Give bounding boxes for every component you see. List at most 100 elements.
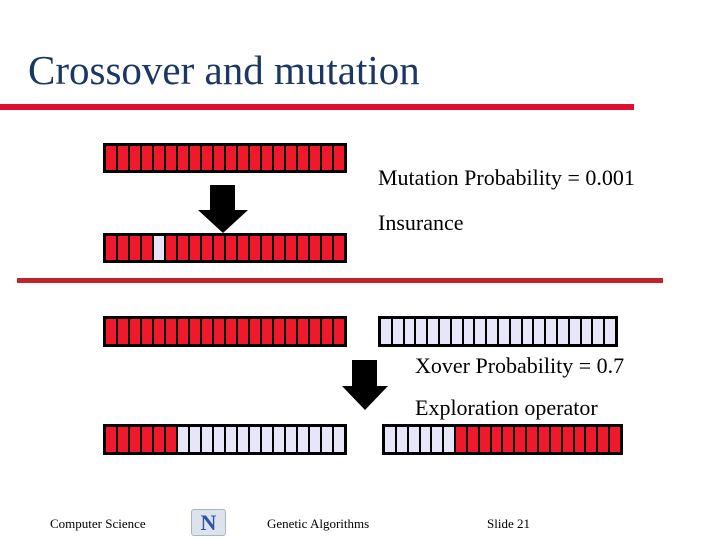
gene-segment-lavender (451, 319, 462, 344)
gene-segment-red (322, 236, 332, 260)
gene-segment-red (178, 319, 188, 344)
gene-segment-red (106, 319, 116, 344)
title-underline (0, 104, 634, 110)
gene-segment-lavender (322, 427, 332, 452)
gene-segment-red (214, 236, 224, 260)
gene-segment-red (118, 427, 128, 452)
gene-segment-lavender (605, 319, 615, 344)
gene-segment-red (118, 236, 128, 260)
gene-segment-red (262, 319, 272, 344)
gene-segment-red (334, 236, 344, 260)
gene-segment-lavender (334, 427, 344, 452)
gene-segment-red (262, 236, 272, 260)
gene-segment-red (274, 319, 284, 344)
gene-segment-red (142, 146, 152, 170)
gene-segment-lavender (178, 427, 188, 452)
gene-segment-red (598, 427, 609, 452)
gene-segment-lavender (510, 319, 521, 344)
mutation-probability-label: Mutation Probability = 0.001 (378, 165, 635, 190)
slide-title: Crossover and mutation (28, 47, 420, 93)
gene-segment-red (562, 427, 573, 452)
university-logo: N (191, 509, 226, 536)
gene-segment-lavender (463, 319, 474, 344)
gene-segment-red (550, 427, 561, 452)
gene-segment-lavender (522, 319, 533, 344)
gene-segment-red (106, 236, 116, 260)
footer-department: Computer Science (50, 516, 146, 531)
gene-segment-red (130, 146, 140, 170)
gene-segment-lavender (298, 427, 308, 452)
gene-segment-lavender (404, 319, 415, 344)
gene-segment-red (456, 427, 466, 452)
gene-segment-red (142, 427, 152, 452)
gene-segment-red (154, 146, 164, 170)
gene-segment-red (154, 427, 164, 452)
gene-segment-red (322, 319, 332, 344)
gene-segment-red (334, 146, 344, 170)
gene-segment-red (286, 319, 296, 344)
down-arrow-icon (198, 185, 248, 233)
gene-segment-red (214, 319, 224, 344)
gene-segment-red (106, 146, 116, 170)
gene-segment-lavender (226, 427, 236, 452)
gene-segment-red (190, 236, 200, 260)
footer-course: Genetic Algorithms (267, 516, 370, 531)
gene-segment-red (250, 319, 260, 344)
gene-segment-red (286, 236, 296, 260)
gene-segment-lavender (250, 427, 260, 452)
chromosome-bar-xover-parent2 (378, 316, 618, 347)
gene-segment-lavender (416, 319, 427, 344)
gene-segment-red (118, 319, 128, 344)
gene-segment-lavender (475, 319, 486, 344)
gene-segment-red (130, 427, 140, 452)
gene-segment-red (322, 146, 332, 170)
gene-segment-lavender (396, 427, 407, 452)
down-arrow-icon (342, 360, 388, 410)
gene-segment-lavender (202, 427, 212, 452)
section-divider (17, 278, 663, 283)
gene-segment-red (190, 146, 200, 170)
gene-segment-lavender (581, 319, 592, 344)
gene-segment-red (238, 146, 248, 170)
gene-segment-lavender (190, 427, 200, 452)
gene-segment-lavender (408, 427, 419, 452)
gene-segment-lavender (593, 319, 604, 344)
gene-segment-red (262, 146, 272, 170)
gene-segment-red (238, 236, 248, 260)
gene-segment-red (202, 319, 212, 344)
gene-segment-red (479, 427, 490, 452)
gene-segment-red (166, 146, 176, 170)
chromosome-bar-xover-parent1 (103, 316, 347, 347)
gene-segment-red (527, 427, 537, 452)
gene-segment-lavender (534, 319, 545, 344)
gene-segment-lavender (498, 319, 509, 344)
gene-segment-lavender (385, 427, 395, 452)
gene-segment-red (538, 427, 549, 452)
gene-segment-red (298, 236, 308, 260)
gene-segment-lavender (262, 427, 272, 452)
logo-letter: N (200, 509, 217, 535)
gene-segment-red (274, 146, 284, 170)
gene-segment-red (142, 236, 152, 260)
gene-segment-red (202, 236, 212, 260)
gene-segment-red (310, 146, 320, 170)
gene-segment-red (226, 236, 236, 260)
gene-segment-red (154, 319, 164, 344)
gene-segment-red (238, 319, 248, 344)
gene-segment-lavender (546, 319, 556, 344)
gene-segment-red (310, 236, 320, 260)
gene-segment-red (250, 236, 260, 260)
gene-segment-red (274, 236, 284, 260)
gene-segment-lavender (214, 427, 224, 452)
gene-segment-red (166, 236, 176, 260)
gene-segment-red (298, 319, 308, 344)
gene-segment-lavender (487, 319, 497, 344)
gene-segment-red (166, 427, 176, 452)
gene-segment-lavender (286, 427, 296, 452)
chromosome-bar-mutation-child (103, 233, 347, 263)
gene-segment-lavender (310, 427, 320, 452)
gene-segment-red (467, 427, 478, 452)
gene-segment-red (250, 146, 260, 170)
gene-segment-red (574, 427, 585, 452)
